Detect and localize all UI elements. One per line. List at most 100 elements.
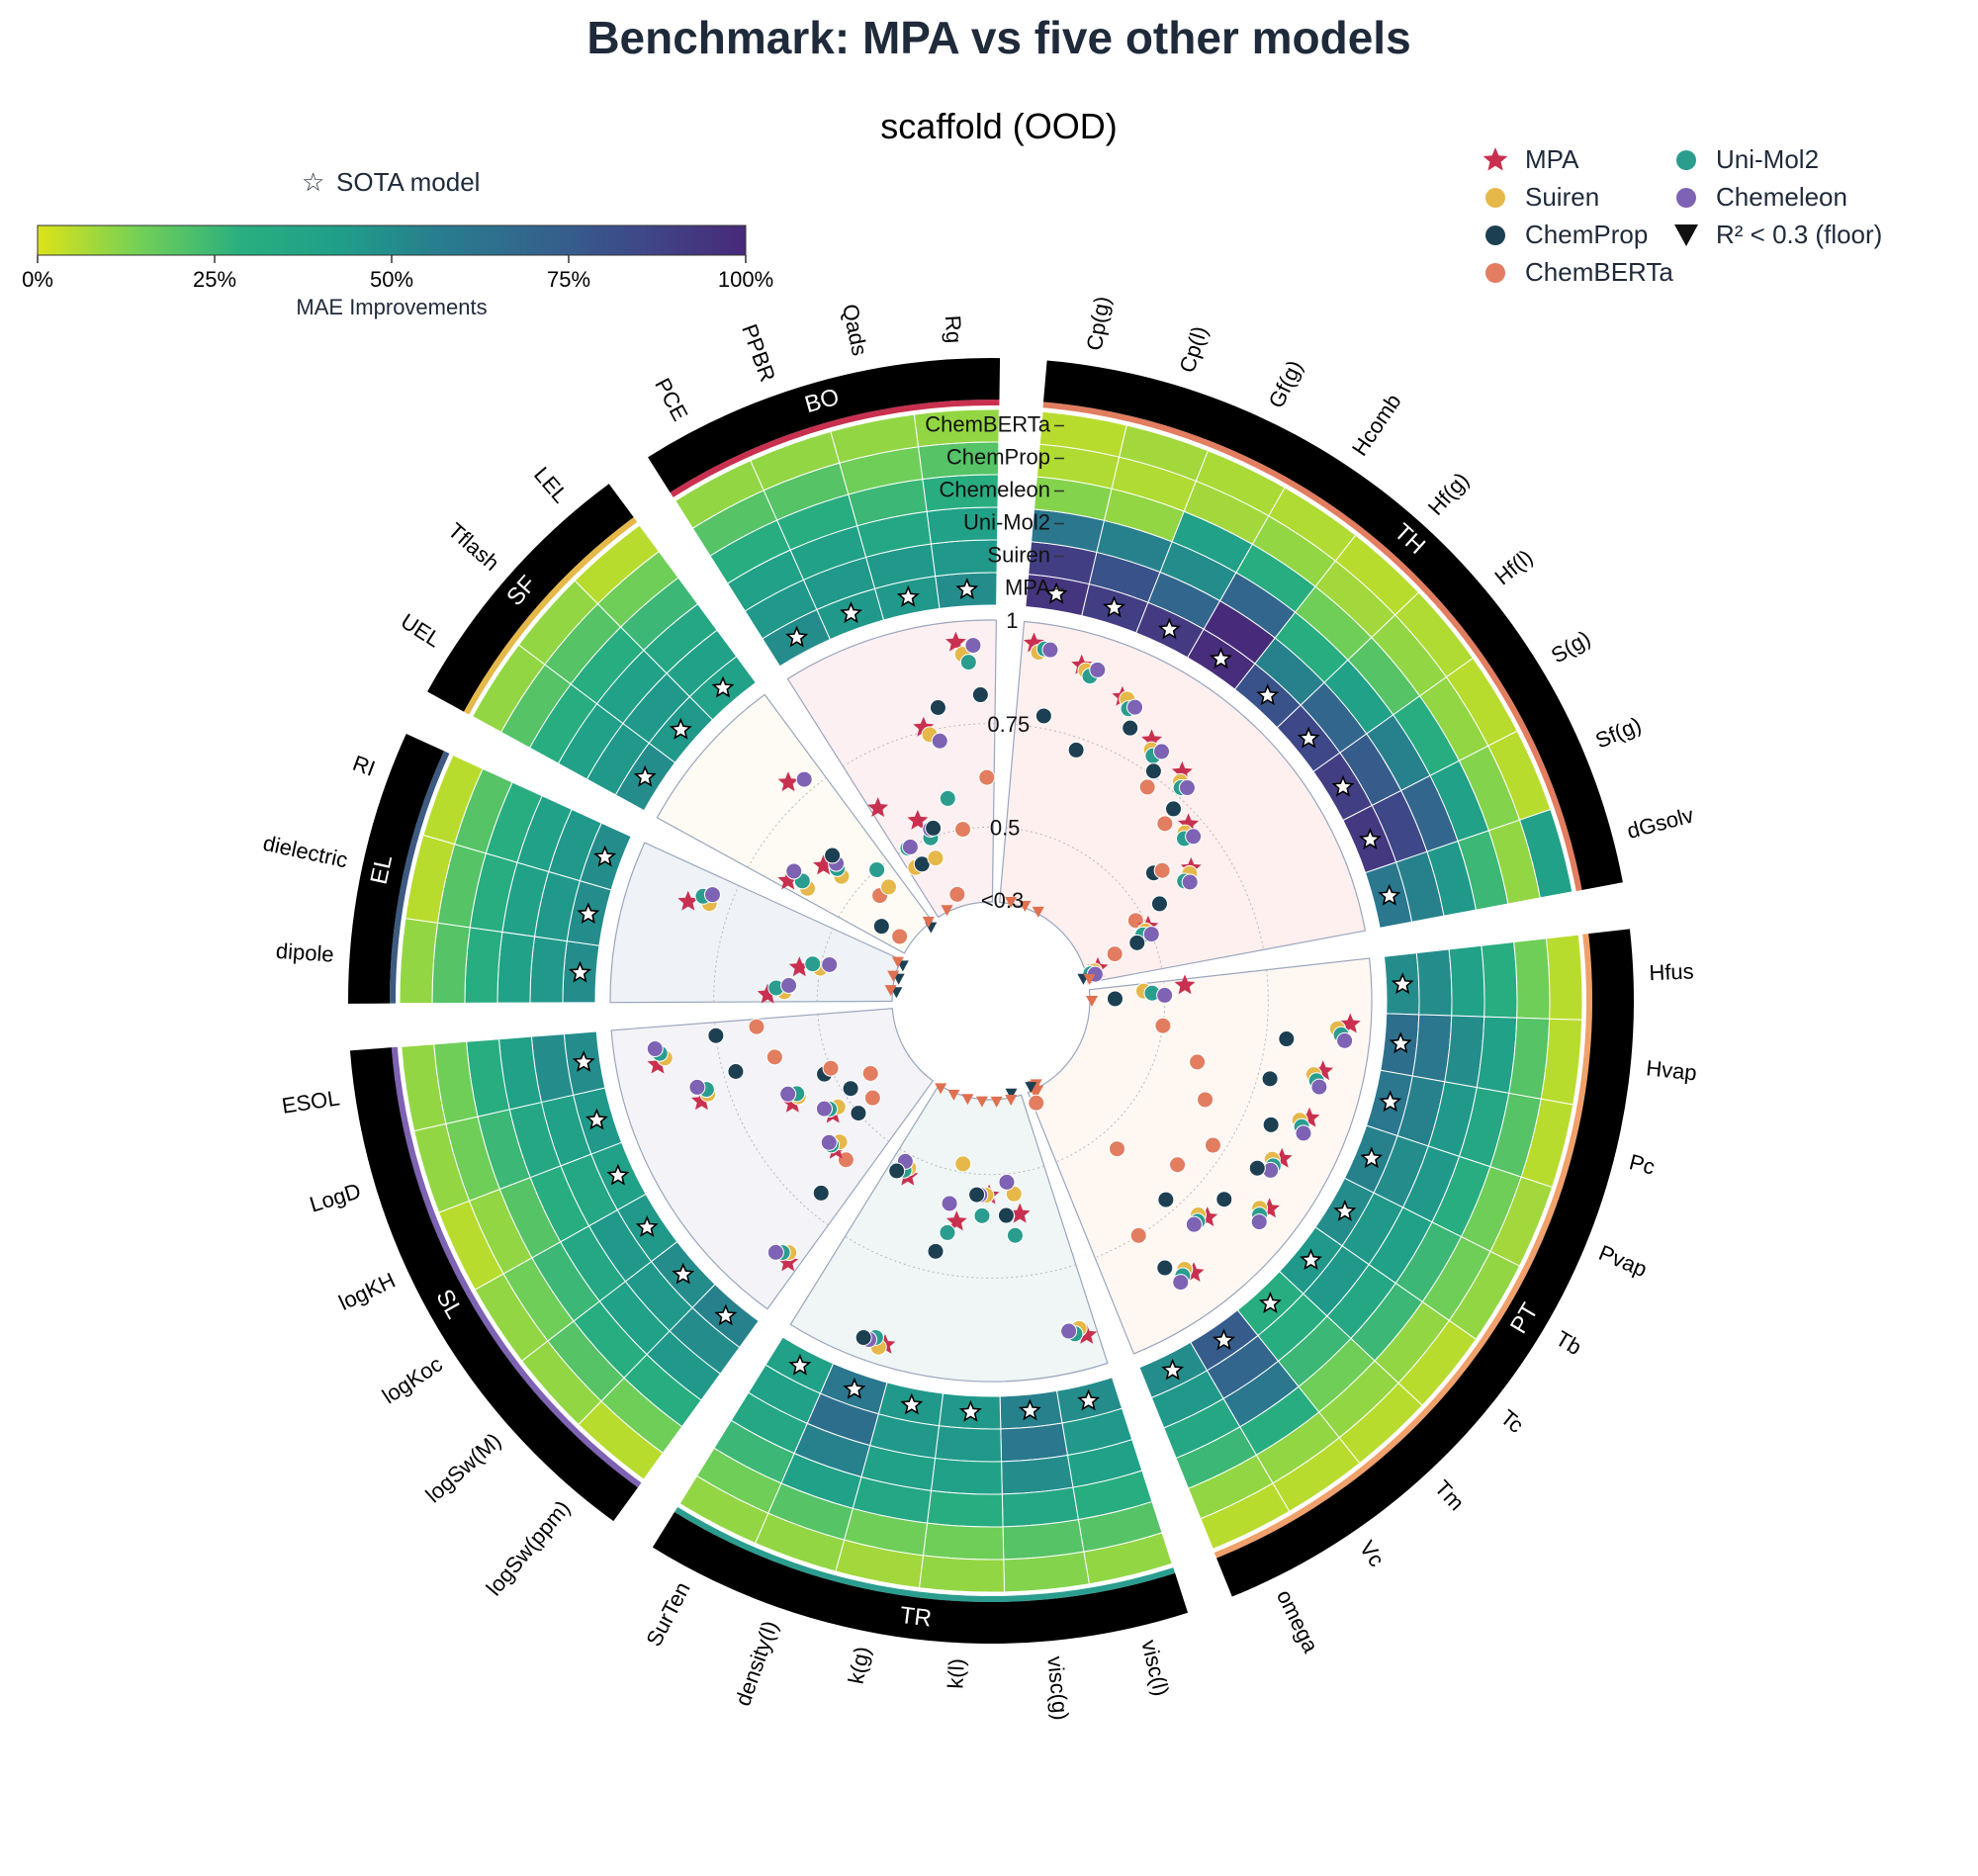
point-chemeleon <box>779 1085 797 1103</box>
heat-cell <box>1001 1454 1074 1495</box>
point-chemprop <box>925 819 943 837</box>
point-chemeleon <box>821 955 839 973</box>
legend-marker <box>1485 188 1505 208</box>
sota-star <box>1157 617 1181 640</box>
group-band <box>1216 929 1634 1597</box>
sota-star <box>955 578 979 599</box>
task-label: Vc <box>1355 1536 1390 1570</box>
point-chemprop <box>1278 1030 1296 1048</box>
heat-cell <box>913 408 1000 448</box>
sota-star <box>900 1392 924 1415</box>
point-chemberta <box>765 1048 783 1066</box>
colorbar: ☆ SOTA model 0% 25% 50% 75% 100% MAE Improve… <box>22 167 773 319</box>
radial-tick-label: 0.75 <box>987 712 1030 737</box>
floor-marker <box>1005 1088 1018 1100</box>
point-chemberta <box>748 1018 765 1035</box>
sota-star <box>843 1377 866 1399</box>
floor-marker <box>990 1096 1003 1108</box>
gridline <box>838 860 888 918</box>
heat-cell <box>1545 934 1583 1021</box>
task-label: dielectric <box>261 831 350 873</box>
point-chemberta <box>861 1064 879 1082</box>
task-label: PCE <box>650 374 692 425</box>
point-mpa <box>777 771 799 792</box>
floor-marker <box>1025 1082 1037 1094</box>
heat-cell <box>1518 808 1573 899</box>
point-uni-mol2 <box>973 1206 991 1224</box>
task-label: Hvap <box>1645 1055 1698 1085</box>
point-chemprop <box>824 847 842 864</box>
point-chemprop <box>968 1186 986 1204</box>
point-chemprop <box>997 1206 1015 1224</box>
floor-marker <box>922 916 935 928</box>
point-chemprop <box>1165 800 1183 818</box>
heat-cell <box>678 1474 769 1545</box>
legend-entry: ChemProp <box>1525 220 1648 249</box>
legend-marker <box>1676 150 1696 170</box>
group-band <box>427 484 634 712</box>
point-chemeleon <box>795 770 813 788</box>
point-chemeleon <box>1185 828 1203 846</box>
heat-cell <box>930 1458 1003 1495</box>
task-label: omega <box>1272 1586 1323 1657</box>
floor-marker <box>941 905 953 917</box>
sota-star <box>1258 1292 1282 1313</box>
group-color-band <box>390 751 450 1004</box>
point-chemprop <box>1156 1259 1174 1277</box>
heat-cell <box>918 1555 1006 1593</box>
task-label: Cp(l) <box>1175 323 1213 376</box>
heat-cell <box>1001 1486 1079 1528</box>
point-mpa <box>777 869 799 890</box>
point-chemeleon <box>964 637 982 655</box>
point-chemprop <box>854 1329 872 1347</box>
group-TH: Cp(g) Cp(l) Gf(g) Hcomb Hf(g) Hf(l)S(g) Sf(g) d… <box>999 295 1696 985</box>
sota-star <box>672 1262 695 1285</box>
legend-marker <box>1483 147 1508 171</box>
group-band <box>348 733 444 1004</box>
point-chemeleon <box>703 886 721 904</box>
point-mpa <box>647 1053 669 1074</box>
task-label: ESOL <box>280 1085 341 1117</box>
task-label: LogD <box>307 1178 364 1216</box>
point-chemprop <box>1106 990 1124 1008</box>
heat-cell <box>529 936 568 1004</box>
legend-entry: R² < 0.3 (floor) <box>1716 220 1882 249</box>
ring-labels: ChemBERTa ChemProp Chemeleon Uni-Mol2 Suiren… <box>925 412 1064 913</box>
gridline <box>713 1022 829 1226</box>
point-mpa <box>677 890 699 911</box>
point-chemprop <box>927 1242 944 1260</box>
point-chemprop <box>888 1162 906 1180</box>
sota-star <box>958 1399 982 1422</box>
colorbar-tick-label: 0% <box>22 267 53 292</box>
floor-marker <box>1032 906 1044 918</box>
heat-cell <box>1200 1482 1291 1550</box>
floor-marker <box>1086 995 1098 1007</box>
point-chemberta <box>822 1059 840 1077</box>
sota-star <box>788 1353 812 1376</box>
gridline <box>1015 724 1265 950</box>
heat-cell <box>422 754 484 846</box>
heat-cell <box>399 918 439 1005</box>
gridline <box>817 1014 890 1142</box>
task-label: logKH <box>335 1268 400 1315</box>
sota-star <box>1210 647 1233 670</box>
point-chemberta <box>1108 1140 1125 1158</box>
point-chemprop <box>707 1027 725 1044</box>
point-chemeleon <box>1178 779 1196 797</box>
point-uni-mol2 <box>959 654 977 671</box>
point-chemprop <box>1128 934 1146 951</box>
point-chemberta <box>1153 861 1171 879</box>
point-chemberta <box>1156 815 1174 833</box>
sota-star <box>1379 1090 1402 1113</box>
heat-cell <box>574 524 660 605</box>
ring-label: ChemBERTa <box>925 412 1051 437</box>
floor-marker <box>1083 973 1096 985</box>
point-chemeleon <box>766 1243 784 1261</box>
heat-cell <box>1513 938 1551 1020</box>
point-mpa <box>867 797 889 817</box>
gridline <box>845 1235 1076 1279</box>
point-chemberta <box>1197 1091 1214 1109</box>
point-chemeleon <box>1250 1213 1268 1231</box>
point-chemeleon <box>785 862 803 880</box>
